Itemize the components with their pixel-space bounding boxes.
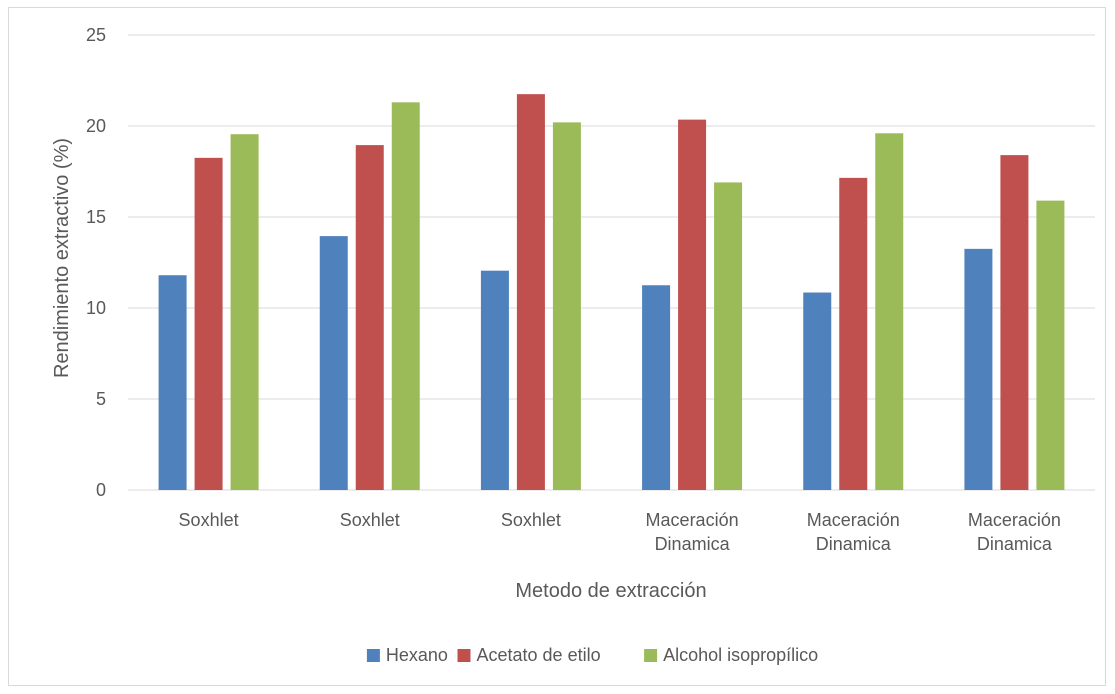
bar <box>714 182 743 491</box>
x-tick-label: Soxhlet <box>501 510 561 530</box>
bar <box>480 270 509 490</box>
legend-label: Alcohol isopropílico <box>663 645 818 665</box>
legend-item: Acetato de etilo <box>457 645 601 665</box>
bar <box>158 275 187 490</box>
legend-item: Alcohol isopropílico <box>644 645 818 665</box>
x-tick-label: Maceración Dinamica <box>646 510 739 554</box>
legend-swatch <box>457 649 471 662</box>
bar <box>516 94 545 491</box>
y-tick-label: 15 <box>86 207 106 227</box>
y-tick-label: 5 <box>96 389 106 409</box>
y-tick-label: 10 <box>86 298 106 318</box>
y-tick-label: 0 <box>96 480 106 500</box>
x-tick-label: Soxhlet <box>179 510 239 530</box>
legend: Hexano Acetato de etilo Alcohol isopropíli… <box>366 645 818 665</box>
bar <box>552 122 581 491</box>
bar <box>194 157 223 490</box>
y-axis-title: Rendimiento extractivo (%) <box>51 138 73 378</box>
bar <box>391 102 420 490</box>
legend-swatch <box>366 649 380 662</box>
x-tick-label: Soxhlet <box>340 510 400 530</box>
bar <box>678 119 707 490</box>
x-axis-ticks: Soxhlet Soxhlet Soxhlet Maceración Dinamica M… <box>179 510 1061 554</box>
bar <box>964 248 993 490</box>
x-tick-label: Maceración Dinamica <box>968 510 1061 554</box>
bar <box>642 285 671 490</box>
legend-item: Hexano <box>366 645 448 665</box>
legend-label: Acetato de etilo <box>477 645 601 665</box>
gridlines <box>128 34 1095 491</box>
y-tick-label: 25 <box>86 25 106 45</box>
x-axis-title: Metodo de extracción <box>515 580 706 602</box>
legend-swatch <box>644 649 658 662</box>
bars <box>158 94 1065 491</box>
bar <box>355 145 384 491</box>
bar <box>875 133 904 490</box>
bar <box>839 177 868 490</box>
bar <box>803 292 832 490</box>
y-tick-label: 20 <box>86 116 106 136</box>
bar <box>230 134 259 490</box>
bar <box>1036 200 1065 490</box>
x-tick-label: Maceración Dinamica <box>807 510 900 554</box>
y-axis-ticks: 0 5 10 15 20 25 <box>86 25 106 500</box>
bar <box>1000 155 1029 490</box>
bar <box>319 236 348 490</box>
legend-label: Hexano <box>386 645 448 665</box>
